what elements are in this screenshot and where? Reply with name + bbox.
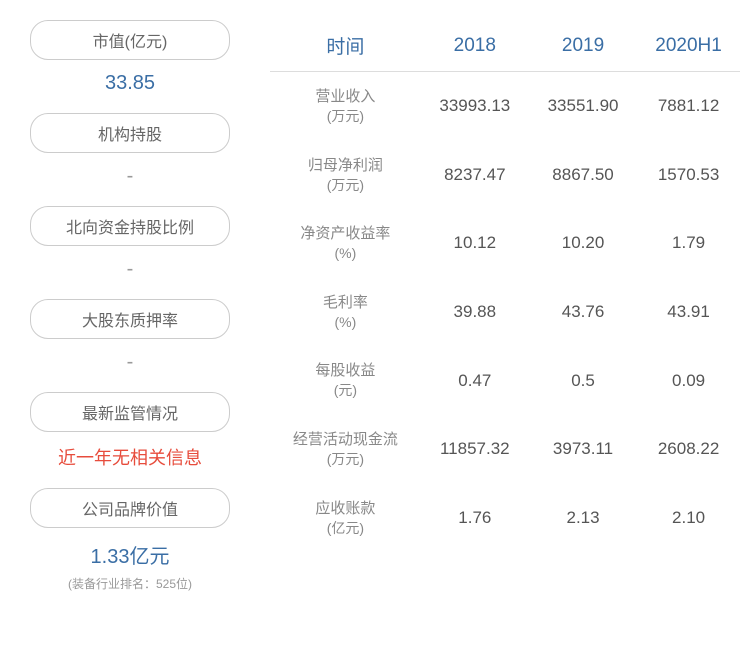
metric-unit: (万元): [278, 107, 413, 127]
metric-cell: 净资产收益率(%): [270, 209, 421, 278]
col-2020h1: 2020H1: [637, 20, 740, 72]
brand-value-value: 1.33亿元: [91, 534, 170, 579]
metric-name: 应收账款: [278, 498, 413, 519]
metric-unit: (亿元): [278, 519, 413, 539]
pledge-rate-value: -: [127, 345, 134, 384]
cell: 1.76: [421, 484, 529, 553]
cell: 8237.47: [421, 141, 529, 210]
cell: 39.88: [421, 278, 529, 347]
metric-name: 毛利率: [278, 292, 413, 313]
cell: 2.13: [529, 484, 637, 553]
market-cap-label: 市值(亿元): [30, 20, 230, 60]
market-cap-value: 33.85: [105, 66, 155, 105]
metric-name: 经营活动现金流: [278, 429, 413, 450]
cell: 33551.90: [529, 72, 637, 141]
table-row: 经营活动现金流(万元) 11857.32 3973.11 2608.22: [270, 415, 740, 484]
institutional-holdings-value: -: [127, 159, 134, 198]
col-2019: 2019: [529, 20, 637, 72]
metric-cell: 毛利率(%): [270, 278, 421, 347]
metric-cell: 营业收入(万元): [270, 72, 421, 141]
metric-name: 每股收益: [278, 360, 413, 381]
cell: 1570.53: [637, 141, 740, 210]
cell: 0.09: [637, 346, 740, 415]
left-panel: 市值(亿元) 33.85 机构持股 - 北向资金持股比例 - 大股东质押率 - …: [10, 20, 260, 647]
metric-name: 营业收入: [278, 86, 413, 107]
metric-unit: (万元): [278, 176, 413, 196]
table-row: 归母净利润(万元) 8237.47 8867.50 1570.53: [270, 141, 740, 210]
cell: 0.5: [529, 346, 637, 415]
regulatory-status-label: 最新监管情况: [30, 392, 230, 432]
metric-cell: 应收账款(亿元): [270, 484, 421, 553]
financial-table: 时间 2018 2019 2020H1 营业收入(万元) 33993.13 33…: [270, 20, 740, 552]
regulatory-status-card: 最新监管情况 近一年无相关信息: [10, 392, 250, 480]
metric-cell: 每股收益(元): [270, 346, 421, 415]
metric-unit: (万元): [278, 450, 413, 470]
northbound-holdings-label: 北向资金持股比例: [30, 206, 230, 246]
metric-unit: (%): [278, 244, 413, 264]
table-row: 营业收入(万元) 33993.13 33551.90 7881.12: [270, 72, 740, 141]
cell: 33993.13: [421, 72, 529, 141]
metric-unit: (%): [278, 313, 413, 333]
cell: 8867.50: [529, 141, 637, 210]
cell: 43.76: [529, 278, 637, 347]
cell: 7881.12: [637, 72, 740, 141]
cell: 2608.22: [637, 415, 740, 484]
northbound-holdings-value: -: [127, 252, 134, 291]
institutional-holdings-label: 机构持股: [30, 113, 230, 153]
metric-cell: 归母净利润(万元): [270, 141, 421, 210]
col-time: 时间: [270, 20, 421, 72]
metric-name: 归母净利润: [278, 155, 413, 176]
brand-value-label: 公司品牌价值: [30, 488, 230, 528]
brand-value-card: 公司品牌价值 1.33亿元 (装备行业排名：525位): [10, 488, 250, 602]
metric-unit: (元): [278, 381, 413, 401]
institutional-holdings-card: 机构持股 -: [10, 113, 250, 198]
northbound-holdings-card: 北向资金持股比例 -: [10, 206, 250, 291]
table-row: 毛利率(%) 39.88 43.76 43.91: [270, 278, 740, 347]
metric-name: 净资产收益率: [278, 223, 413, 244]
table-header-row: 时间 2018 2019 2020H1: [270, 20, 740, 72]
brand-value-subtitle: (装备行业排名：525位): [68, 575, 192, 602]
cell: 1.79: [637, 209, 740, 278]
cell: 0.47: [421, 346, 529, 415]
col-2018: 2018: [421, 20, 529, 72]
table-row: 净资产收益率(%) 10.12 10.20 1.79: [270, 209, 740, 278]
cell: 2.10: [637, 484, 740, 553]
table-row: 每股收益(元) 0.47 0.5 0.09: [270, 346, 740, 415]
table-body: 营业收入(万元) 33993.13 33551.90 7881.12 归母净利润…: [270, 72, 740, 553]
right-panel: 时间 2018 2019 2020H1 营业收入(万元) 33993.13 33…: [260, 20, 740, 647]
cell: 3973.11: [529, 415, 637, 484]
regulatory-status-value: 近一年无相关信息: [58, 438, 202, 480]
market-cap-card: 市值(亿元) 33.85: [10, 20, 250, 105]
table-row: 应收账款(亿元) 1.76 2.13 2.10: [270, 484, 740, 553]
cell: 10.20: [529, 209, 637, 278]
pledge-rate-card: 大股东质押率 -: [10, 299, 250, 384]
cell: 11857.32: [421, 415, 529, 484]
cell: 43.91: [637, 278, 740, 347]
metric-cell: 经营活动现金流(万元): [270, 415, 421, 484]
pledge-rate-label: 大股东质押率: [30, 299, 230, 339]
cell: 10.12: [421, 209, 529, 278]
